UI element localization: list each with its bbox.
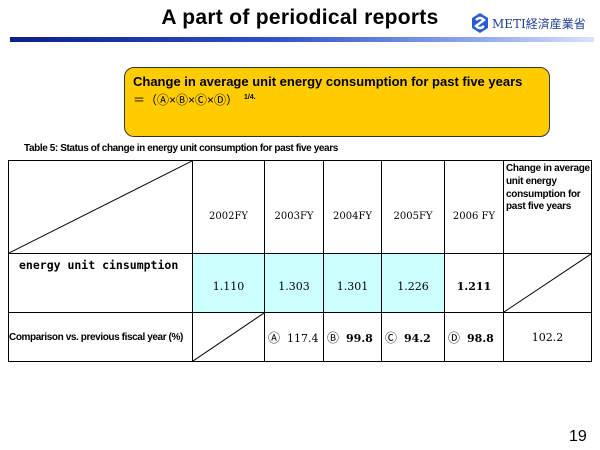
value-2004fy: 1.301 [323,253,382,313]
diagonal-line [193,313,264,361]
table-caption: Table 5: Status of change in energy unit… [24,143,338,154]
header-2006fy: 2006 FY [444,160,504,254]
diagonal-line [9,161,192,253]
marker-b: Ⓑ [327,330,340,345]
table-row-unit-consumption: energy unit cinsumption 1.110 1.303 1.30… [8,253,592,313]
comparison-value-2005: 94.2 [404,331,431,345]
formula-exponent: 1/4. [244,94,256,101]
average-change-value: 102.2 [503,312,592,362]
value-2006fy: 1.211 [444,253,504,313]
row-label-unit-consumption: energy unit cinsumption [8,253,193,313]
comparison-2003: Ⓐ 117.4 [264,312,324,362]
diagonal-cell-2002 [192,312,265,362]
comparison-value-2004: 99.8 [346,331,373,345]
comparison-2004: Ⓑ 99.8 [323,312,382,362]
diagonal-line [504,254,591,312]
formula-equation: ＝（Ⓐ×Ⓑ×Ⓒ×Ⓓ） [133,93,239,107]
meti-logo: METI経済産業省 [468,12,596,34]
value-2005fy: 1.226 [381,253,445,313]
comparison-2006: Ⓓ 98.8 [444,312,504,362]
formula-title: Change in average unit energy consumptio… [133,74,523,89]
diagonal-cell-average [503,253,592,313]
header-2005fy: 2005FY [381,160,445,254]
marker-d: Ⓓ [448,330,461,345]
title-divider [10,37,594,42]
header-average-change: Change in average unit energy consumptio… [503,160,592,254]
meti-logo-text: METI経済産業省 [492,17,586,31]
comparison-2005: Ⓒ 94.2 [381,312,445,362]
marker-a: Ⓐ [268,330,281,345]
header-diagonal-cell [8,160,193,254]
table-row-comparison: Comparison vs. previous fiscal year (%) … [8,312,592,362]
formula-box: Change in average unit energy consumptio… [124,67,550,137]
value-2003fy: 1.303 [264,253,324,313]
meti-logo-icon [472,13,488,33]
formula-expression: ＝（Ⓐ×Ⓑ×Ⓒ×Ⓓ） 1/4. [133,91,549,108]
energy-consumption-table: 2002FY 2003FY 2004FY 2005FY 2006 FY Chan… [8,160,592,362]
header-2004fy: 2004FY [323,160,382,254]
row-label-comparison: Comparison vs. previous fiscal year (%) [8,312,193,362]
comparison-value-2003: 117.4 [287,331,319,345]
value-2002fy: 1.110 [192,253,265,313]
header-2002fy: 2002FY [192,160,265,254]
slide-title: A part of periodical reports [161,6,439,29]
table-header-row: 2002FY 2003FY 2004FY 2005FY 2006 FY Chan… [8,160,592,254]
comparison-value-2006: 98.8 [467,331,494,345]
header-2003fy: 2003FY [264,160,324,254]
marker-c: Ⓒ [385,330,398,345]
page-number: 19 [569,428,587,445]
